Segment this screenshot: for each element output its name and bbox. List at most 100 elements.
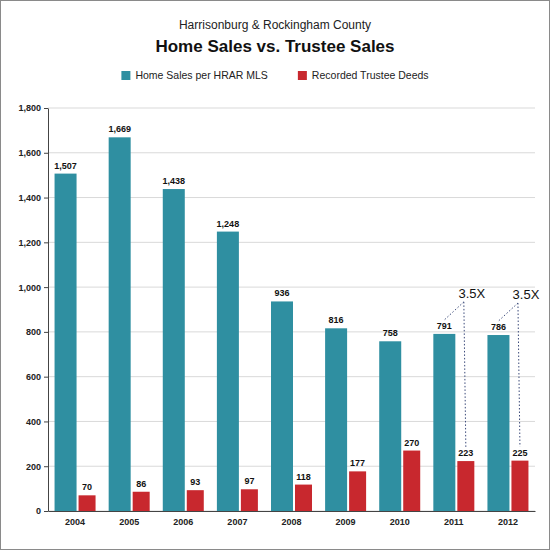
y-tick-mark (44, 421, 48, 422)
x-tick: 2005 (119, 511, 139, 527)
bar (349, 471, 366, 511)
bar (241, 489, 258, 511)
annotation: 3.5X (444, 286, 485, 447)
y-tick-label: 400 (26, 417, 41, 427)
annotation-line (464, 302, 466, 447)
x-tick-label: 2007 (227, 517, 247, 527)
x-tick: 2007 (227, 511, 247, 527)
x-tick-label: 2005 (119, 517, 139, 527)
bar (457, 461, 474, 511)
y-tick-label: 0 (36, 506, 41, 516)
y-tick-label: 600 (26, 372, 41, 382)
data-label: 70 (82, 482, 92, 492)
bar (487, 335, 509, 511)
x-tick: 2012 (498, 511, 518, 527)
y-tick-label: 1,200 (18, 238, 41, 248)
y-tick: 600 (26, 372, 48, 382)
data-label: 816 (329, 315, 344, 325)
x-tick-label: 2009 (336, 517, 356, 527)
x-tick: 2008 (281, 511, 301, 527)
y-tick-mark (44, 108, 48, 109)
y-tick: 200 (26, 462, 48, 472)
bar (325, 328, 347, 511)
data-label: 936 (274, 288, 289, 298)
y-tick: 400 (26, 417, 48, 427)
data-label: 758 (383, 328, 398, 338)
bar (217, 232, 239, 511)
x-tick-label: 2011 (444, 517, 464, 527)
bar (187, 490, 204, 511)
y-tick-mark (44, 377, 48, 378)
y-tick: 0 (36, 506, 48, 516)
legend: Home Sales per HRAR MLS Recorded Trustee … (121, 69, 428, 81)
legend-label: Recorded Trustee Deeds (312, 69, 429, 81)
data-labels: 70869397118177270223225 (82, 438, 527, 493)
legend-swatch (298, 71, 307, 80)
bar (271, 301, 293, 511)
data-label: 223 (458, 448, 473, 458)
data-label: 1,438 (163, 176, 186, 186)
frame (1, 1, 550, 550)
legend-item: Home Sales per HRAR MLS (121, 69, 267, 81)
x-tick: 2010 (390, 511, 410, 527)
bar (295, 485, 312, 511)
annotation-text: 3.5X (458, 286, 485, 301)
y-axis-line (48, 109, 49, 512)
y-tick: 1,000 (18, 282, 48, 292)
y-tick: 800 (26, 327, 48, 337)
y-tick: 1,600 (18, 148, 48, 158)
y-tick: 1,400 (18, 193, 48, 203)
y-tick-mark (44, 242, 48, 243)
x-tick-label: 2012 (498, 517, 518, 527)
annotation-line (518, 303, 520, 447)
grid-line (48, 108, 535, 109)
y-tick-label: 800 (26, 327, 41, 337)
y-tick: 1,800 (18, 103, 48, 113)
bar (433, 334, 455, 511)
x-tick: 2011 (444, 511, 464, 527)
y-tick-mark (44, 198, 48, 199)
bar (379, 341, 401, 511)
chart-container: Harrisonburg & Rockingham County Home Sal… (0, 0, 550, 550)
x-axis-line (49, 511, 536, 512)
data-label: 225 (512, 448, 527, 458)
y-tick: 1,200 (18, 238, 48, 248)
x-tick: 2004 (65, 511, 85, 527)
y-tick-label: 1,600 (18, 148, 41, 158)
bar (403, 451, 420, 511)
bar (109, 137, 131, 511)
annotation-line (444, 302, 464, 320)
data-label: 97 (244, 476, 254, 486)
bar (133, 492, 150, 511)
bar (511, 461, 528, 511)
plot: 0 200 400 600 800 1,000 1,200 1,400 1,600 1,800 20… (18, 103, 539, 527)
subtitle: Harrisonburg & Rockingham County (179, 18, 371, 32)
data-label: 1,507 (54, 161, 77, 171)
legend-label: Home Sales per HRAR MLS (135, 69, 267, 81)
grid (48, 108, 535, 511)
bar (79, 495, 96, 511)
data-label: 177 (350, 458, 365, 468)
chart-svg: Harrisonburg & Rockingham County Home Sal… (0, 0, 550, 550)
x-tick-label: 2004 (65, 517, 85, 527)
legend-swatch (121, 71, 130, 80)
title: Home Sales vs. Trustee Sales (155, 37, 394, 56)
data-label: 791 (437, 321, 452, 331)
bars (55, 137, 529, 511)
y-tick-mark (44, 466, 48, 467)
y-tick-mark (44, 511, 48, 512)
data-label: 270 (404, 438, 419, 448)
data-label: 786 (491, 322, 506, 332)
y-tick-mark (44, 332, 48, 333)
data-label: 118 (296, 472, 311, 482)
y-tick-label: 1,000 (18, 282, 41, 292)
data-label: 1,248 (217, 219, 240, 229)
x-tick-label: 2006 (173, 517, 193, 527)
data-label: 1,669 (108, 124, 131, 134)
y-tick-label: 1,400 (18, 193, 41, 203)
x-tick-label: 2008 (281, 517, 301, 527)
y-tick-label: 200 (26, 462, 41, 472)
annotation: 3.5X (498, 287, 539, 447)
data-labels: 1,507 1,669 1,438 1,248 936 816 758 791 786 (54, 124, 506, 338)
bar (163, 189, 185, 511)
